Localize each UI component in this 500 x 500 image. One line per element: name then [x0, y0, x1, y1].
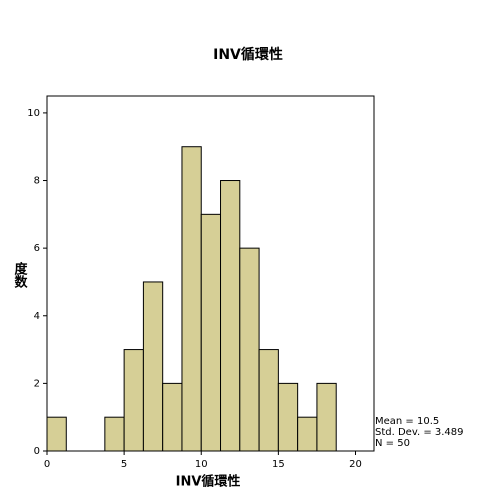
bar — [297, 416, 318, 452]
bar — [200, 213, 222, 452]
bar — [104, 416, 125, 452]
y-tick-label: 8 — [34, 176, 40, 187]
bar — [46, 416, 67, 452]
bar — [181, 146, 202, 452]
y-axis-title: 度数 — [12, 261, 28, 289]
x-axis-title: INV循環性 — [176, 474, 241, 490]
x-tick-label: 20 — [349, 459, 362, 470]
bar — [239, 247, 260, 452]
bar — [220, 180, 241, 452]
stat-label: Mean = 10.5 — [375, 416, 439, 427]
bar — [316, 382, 337, 452]
chart-title: INV循環性 — [213, 46, 283, 63]
stat-label: N = 50 — [375, 438, 410, 449]
bar — [142, 281, 164, 452]
x-tick-label: 15 — [272, 459, 285, 470]
y-tick-label: 2 — [34, 378, 40, 389]
plot-frame — [46, 95, 375, 452]
bar — [258, 349, 279, 452]
bar — [277, 382, 299, 452]
y-tick-label: 10 — [27, 108, 40, 119]
stat-label: Std. Dev. = 3.489 — [375, 427, 464, 438]
x-tick-label: 5 — [121, 459, 127, 470]
x-tick-label: 0 — [44, 459, 50, 470]
bar — [162, 382, 183, 452]
y-tick-label: 0 — [34, 446, 40, 457]
y-tick-label: 4 — [34, 311, 40, 322]
bar — [123, 349, 144, 452]
y-tick-label: 6 — [34, 243, 40, 254]
x-tick-label: 10 — [195, 459, 208, 470]
